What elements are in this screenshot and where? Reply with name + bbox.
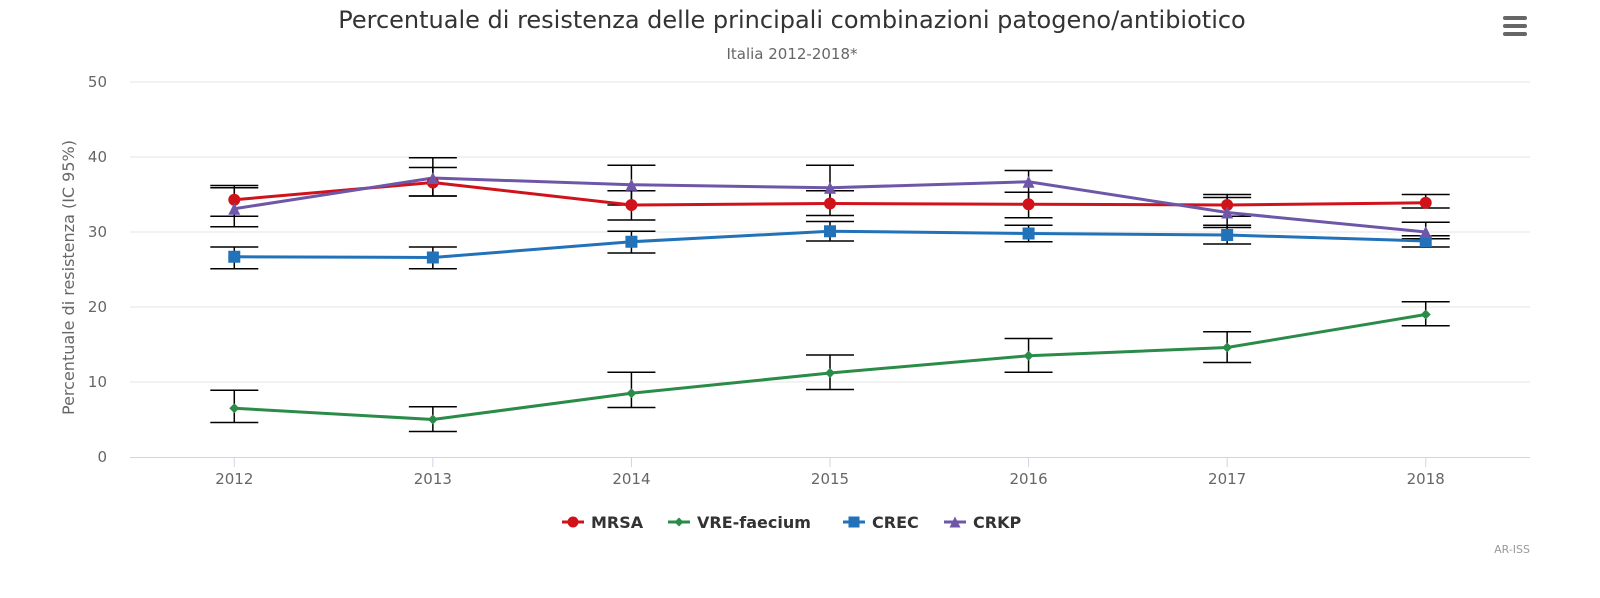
data-point-mrsa[interactable] [228, 193, 241, 206]
chart-title: Percentuale di resistenza delle principa… [338, 6, 1246, 34]
data-point-vre-faecium[interactable] [825, 368, 835, 378]
data-point-mrsa[interactable] [625, 199, 638, 211]
legend-marker-triangle-icon [949, 516, 961, 528]
y-tick-label: 40 [88, 148, 107, 166]
y-tick-label: 30 [88, 223, 107, 241]
x-axis [130, 457, 1530, 467]
data-point-mrsa[interactable] [1022, 198, 1035, 211]
series-markers [228, 172, 1432, 425]
x-tick-label: 2013 [414, 470, 452, 488]
x-tick-label: 2018 [1407, 470, 1445, 488]
x-tick-label: 2015 [811, 470, 849, 488]
data-point-vre-faecium[interactable] [229, 403, 240, 414]
legend-item-vre-faecium[interactable]: VRE-faecium [668, 513, 811, 532]
data-point-crec[interactable] [1022, 227, 1035, 240]
data-point-crkp[interactable] [426, 172, 439, 184]
data-point-crkp[interactable] [625, 178, 638, 191]
data-point-vre-faecium[interactable] [626, 388, 637, 399]
legend-marker-square-icon [848, 516, 860, 528]
legend-marker-diamond-icon [674, 517, 684, 527]
y-tick-label: 20 [88, 298, 107, 316]
data-point-vre-faecium[interactable] [427, 414, 438, 425]
chart-subtitle: Italia 2012-2018* [726, 45, 858, 63]
data-point-crkp[interactable] [1022, 175, 1035, 188]
legend-label: VRE-faecium [697, 513, 811, 532]
y-axis-title: Percentuale di resistenza (IC 95%) [59, 140, 78, 415]
x-tick-label: 2012 [215, 470, 253, 488]
data-point-mrsa[interactable] [824, 197, 836, 210]
legend-item-crec[interactable]: CREC [843, 513, 919, 532]
legend-label: CREC [872, 513, 919, 532]
x-tick-label: 2017 [1208, 470, 1246, 488]
data-point-crkp[interactable] [1419, 226, 1432, 238]
data-point-crkp[interactable] [1221, 206, 1234, 219]
data-point-vre-faecium[interactable] [1420, 309, 1431, 320]
x-tick-label: 2016 [1009, 470, 1047, 488]
x-tick-label: 2014 [612, 470, 650, 488]
legend-item-crkp[interactable]: CRKP [944, 513, 1021, 532]
data-point-crec[interactable] [1221, 229, 1234, 241]
data-point-mrsa[interactable] [1221, 199, 1234, 211]
data-point-crec[interactable] [228, 250, 241, 263]
data-point-crec[interactable] [824, 225, 836, 238]
y-axis-tick-labels: 0 10 20 30 40 50 [88, 73, 107, 466]
data-point-crec[interactable] [426, 251, 439, 264]
legend-marker-circle-icon [567, 516, 579, 528]
legend: MRSA VRE-faecium CREC CRKP [562, 513, 1021, 532]
data-point-mrsa[interactable] [1419, 196, 1432, 209]
y-tick-label: 0 [97, 448, 107, 466]
legend-label: CRKP [973, 513, 1021, 532]
data-point-vre-faecium[interactable] [1023, 350, 1034, 361]
data-point-crec[interactable] [625, 235, 638, 248]
data-point-crkp[interactable] [824, 181, 836, 194]
legend-item-mrsa[interactable]: MRSA [562, 513, 644, 532]
y-tick-label: 10 [88, 373, 107, 391]
legend-label: MRSA [591, 513, 644, 532]
x-axis-tick-labels: 2012 2013 2014 2015 2016 2017 2018 [215, 470, 1445, 488]
data-point-vre-faecium[interactable] [1222, 342, 1233, 353]
chart-menu-button[interactable] [1495, 8, 1535, 44]
y-tick-label: 50 [88, 73, 107, 91]
credits-text[interactable]: AR-ISS [1494, 543, 1530, 556]
data-point-crkp[interactable] [228, 202, 241, 215]
hamburger-menu-icon [1503, 16, 1527, 36]
